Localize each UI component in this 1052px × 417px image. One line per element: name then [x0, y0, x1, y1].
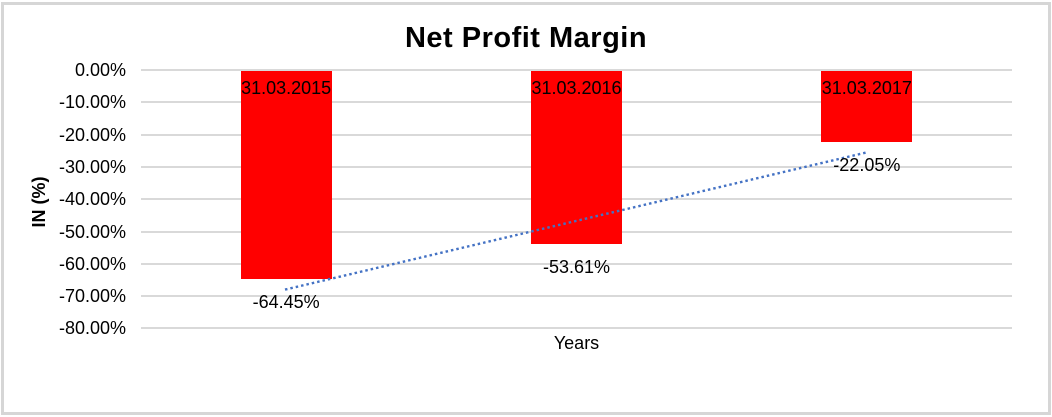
bar: [821, 71, 913, 143]
y-tick-label: -70.00%: [58, 286, 126, 307]
value-label: -22.05%: [833, 155, 901, 176]
chart-title: Net Profit Margin: [404, 22, 648, 54]
x-axis-title: Years: [553, 333, 600, 353]
bar: [240, 71, 332, 280]
y-tick-label: -40.00%: [58, 189, 126, 210]
y-tick-label: -80.00%: [58, 318, 126, 339]
y-tick-label: -60.00%: [58, 253, 126, 274]
category-label: 31.03.2016: [531, 78, 622, 98]
y-tick-label: 0.00%: [74, 60, 126, 80]
value-label: -53.61%: [542, 257, 611, 278]
y-tick-label: -20.00%: [58, 124, 126, 145]
gridline: [141, 69, 1012, 71]
value-label: -64.45%: [252, 292, 320, 313]
category-label: 31.03.2017: [821, 78, 912, 98]
y-tick-label: -10.00%: [58, 92, 126, 113]
gridline: [141, 295, 1012, 298]
gridline: [141, 327, 1012, 330]
category-label: 31.03.2015: [241, 78, 332, 98]
y-axis-title: IN (%): [29, 176, 49, 228]
y-tick-label: -50.00%: [58, 221, 126, 242]
y-tick-label: -30.00%: [58, 156, 126, 177]
